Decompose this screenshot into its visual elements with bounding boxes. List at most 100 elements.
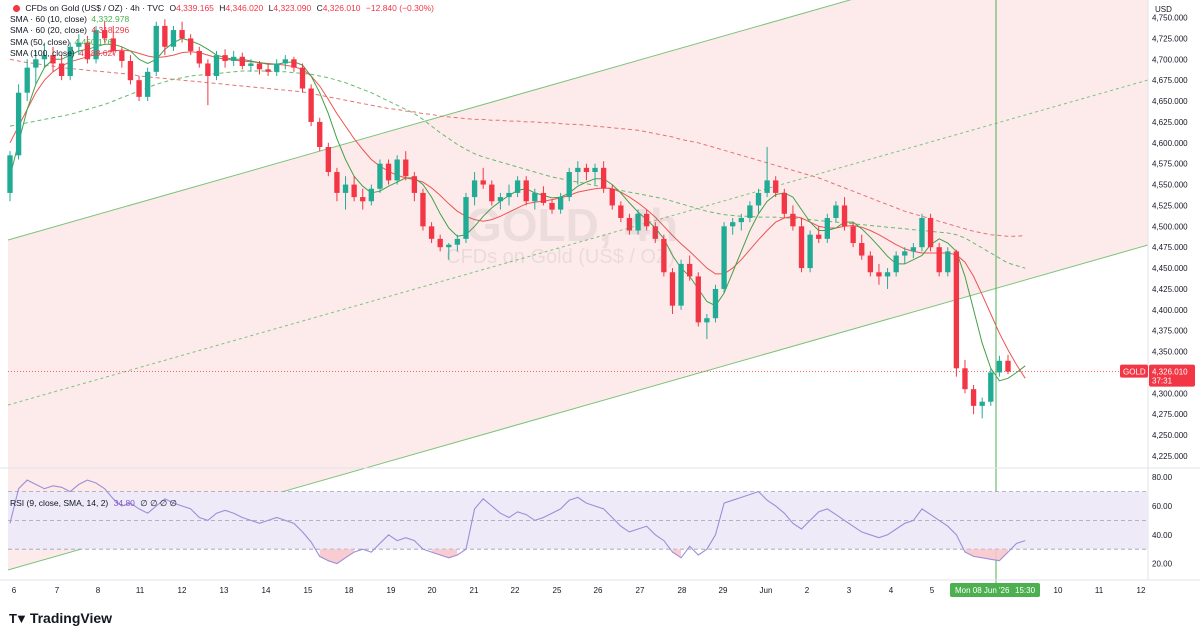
- ohlc-open: O4,339.165: [169, 3, 214, 13]
- tradingview-logo[interactable]: T▼ TradingView: [9, 610, 112, 626]
- candle: [274, 59, 280, 76]
- candle: [755, 188, 762, 214]
- price-tick-label: 4,225.000: [1152, 452, 1188, 461]
- candle: [661, 234, 667, 277]
- candle: [15, 84, 22, 160]
- rsi-oversold-fill: [319, 549, 355, 564]
- candle-body: [428, 226, 435, 239]
- candle: [695, 272, 701, 327]
- candle-body: [643, 213, 650, 227]
- candle: [910, 243, 917, 259]
- price-tick-label: 4,700.000: [1152, 55, 1188, 64]
- price-tick-label: 4,450.000: [1152, 264, 1188, 273]
- candle-body: [859, 243, 865, 256]
- candle: [816, 226, 822, 244]
- candle: [420, 188, 426, 231]
- candle-body: [188, 38, 194, 51]
- candle-body: [153, 25, 159, 72]
- candle: [351, 176, 357, 202]
- candle-body: [76, 42, 82, 47]
- candle: [213, 50, 220, 81]
- price-tick-label: 4,650.000: [1152, 97, 1188, 106]
- candle-body: [876, 272, 882, 277]
- candle: [867, 251, 874, 277]
- candle-body: [299, 67, 306, 89]
- candle-body: [600, 167, 607, 189]
- candle: [790, 205, 796, 231]
- candle: [239, 52, 245, 70]
- candle: [953, 249, 960, 377]
- candle: [428, 222, 435, 244]
- candle-body: [798, 226, 805, 269]
- candle-body: [93, 30, 99, 60]
- candle: [84, 35, 91, 64]
- candle: [471, 172, 478, 206]
- candle: [626, 213, 633, 235]
- candle-body: [618, 205, 624, 218]
- candle: [265, 63, 271, 76]
- candle: [506, 184, 512, 206]
- candle: [609, 184, 615, 210]
- time-tick-label: 21: [470, 586, 479, 595]
- candle-body: [652, 226, 658, 239]
- rsi-oversold-fill: [431, 549, 458, 558]
- candle-body: [936, 247, 942, 273]
- candle-body: [678, 263, 684, 306]
- candle-body: [162, 25, 168, 47]
- candle: [394, 155, 400, 185]
- time-tick-label: 18: [345, 586, 354, 595]
- candle-body: [239, 56, 245, 66]
- candle: [33, 50, 39, 85]
- candle: [773, 176, 779, 198]
- candle-body: [256, 63, 263, 70]
- candle-body: [945, 251, 951, 273]
- candle-body: [411, 176, 418, 193]
- candle: [67, 42, 73, 81]
- candle-body: [274, 63, 280, 72]
- indicator-sma-10[interactable]: SMA · 60 (10, close) 4,332.978: [10, 14, 130, 25]
- candle: [927, 213, 934, 252]
- candle: [919, 213, 925, 252]
- candle: [127, 55, 134, 85]
- price-tick-label: 4,250.000: [1152, 431, 1188, 440]
- candle-body: [248, 63, 254, 66]
- price-tick-label: 4,425.000: [1152, 285, 1188, 294]
- candle: [93, 25, 99, 64]
- rsi-oversold-fill: [964, 549, 1008, 561]
- candle: [179, 21, 185, 43]
- candle-body: [231, 56, 237, 61]
- candle: [893, 251, 899, 277]
- candle-body: [532, 192, 538, 202]
- watermark-name: CFDs on Gold (US$ / OZ): [446, 246, 675, 268]
- instrument-label: CFDs on Gold (US$ / OZ) · 4h · TVC: [25, 3, 165, 13]
- candle-body: [385, 163, 392, 181]
- last-price-tag: [1149, 364, 1195, 387]
- candle-body: [41, 55, 48, 60]
- rsi-legend[interactable]: RSI (9, close, SMA, 14, 2) 34.80 ∅ ∅ ∅ ∅: [10, 498, 177, 508]
- indicator-sma-20[interactable]: SMA · 60 (20, close) 4,318.296: [10, 25, 130, 36]
- time-tick-label: 2: [805, 586, 810, 595]
- candle-body: [704, 318, 710, 323]
- candle: [575, 161, 581, 185]
- candle: [256, 60, 263, 75]
- candle-body: [360, 197, 366, 202]
- candle: [334, 167, 340, 202]
- candle-body: [170, 30, 177, 47]
- candle: [170, 25, 177, 51]
- candle-body: [110, 38, 116, 51]
- candle: [454, 234, 461, 252]
- candle-body: [7, 155, 13, 193]
- indicator-sma-50[interactable]: SMA (50, close) 4,450.176: [10, 36, 113, 47]
- candle-body: [893, 255, 899, 273]
- indicator-sma-100[interactable]: SMA (100, close) 4,488.627: [10, 47, 117, 58]
- candle-body: [136, 80, 142, 97]
- candle-body: [557, 197, 564, 210]
- candle: [41, 42, 48, 68]
- candle-body: [867, 255, 874, 273]
- candle-body: [394, 159, 400, 181]
- candle-body: [50, 55, 56, 64]
- candle-body: [497, 197, 504, 202]
- candle-body: [446, 244, 452, 248]
- candle: [669, 268, 676, 315]
